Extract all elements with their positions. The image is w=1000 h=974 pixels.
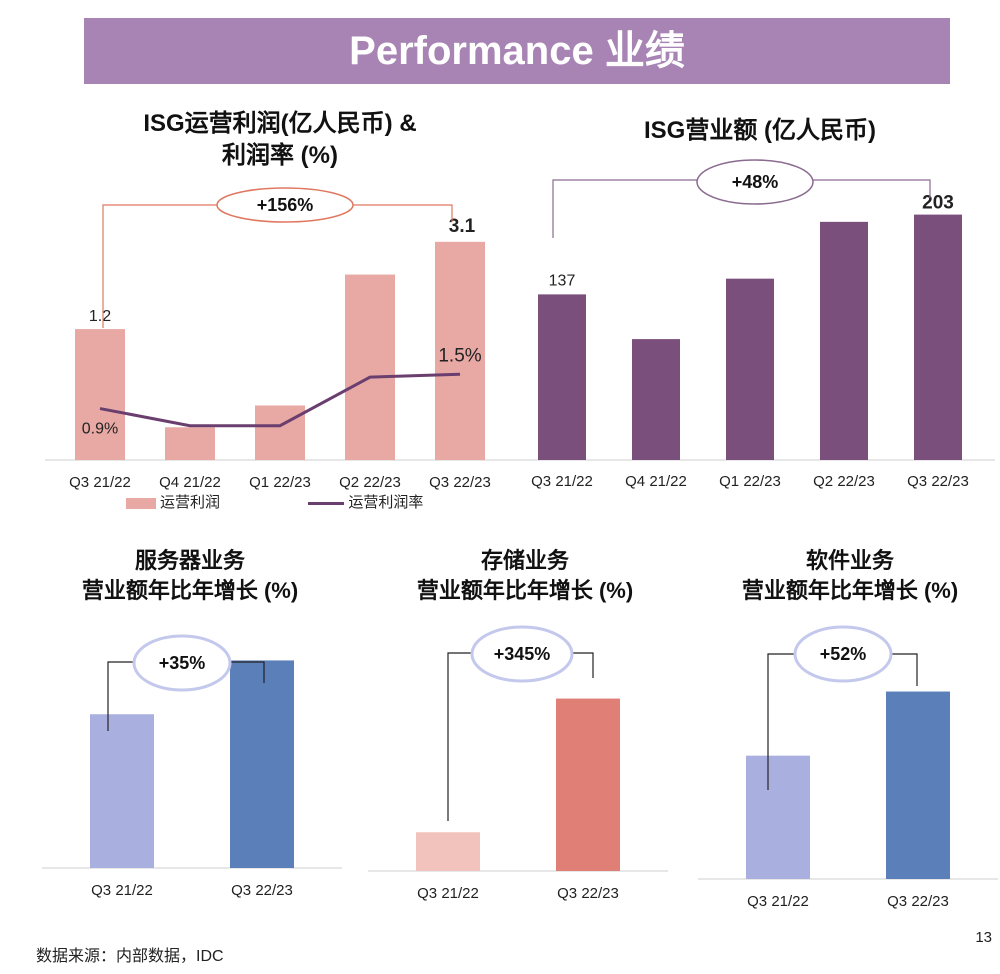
revenue-x-tick-2: Q4 21/22 bbox=[625, 473, 687, 490]
server-title-line-1: 服务器业务 bbox=[134, 548, 245, 573]
storage-bar-2 bbox=[556, 698, 620, 871]
profit-x-tick-5: Q3 22/23 bbox=[429, 474, 491, 491]
revenue-last-label: 203 bbox=[922, 193, 954, 214]
profit-pill bbox=[216, 187, 354, 223]
storage-pill-label: +345% bbox=[494, 644, 551, 664]
software-x-tick-1: Q3 21/22 bbox=[747, 893, 809, 910]
revenue-first-label: 137 bbox=[549, 272, 576, 289]
profit-bar-4 bbox=[345, 274, 395, 460]
storage-x-tick-1: Q3 21/22 bbox=[417, 885, 479, 902]
legend-label-margin: 运营利润率 bbox=[348, 494, 424, 511]
server-x-tick-2: Q3 22/23 bbox=[231, 882, 293, 899]
profit-last-bar-label: 3.1 bbox=[449, 216, 476, 237]
revenue-bar-4 bbox=[820, 221, 868, 460]
revenue-pill-label: +48% bbox=[732, 172, 779, 192]
profit-bracket bbox=[102, 204, 453, 328]
profit-bar-2 bbox=[165, 427, 215, 460]
legend-label-profit: 运营利润 bbox=[160, 494, 221, 511]
revenue-x-tick-1: Q3 21/22 bbox=[531, 473, 593, 490]
page-number: 13 bbox=[975, 929, 992, 946]
revenue-bar-3 bbox=[726, 278, 774, 460]
revenue-title-line-1: ISG营业额 (亿人民币) bbox=[644, 117, 876, 144]
software-pill-label: +52% bbox=[820, 644, 867, 664]
legend-swatch-margin bbox=[308, 501, 345, 505]
profit-x-tick-1: Q3 21/22 bbox=[69, 474, 131, 491]
profit-x-tick-3: Q1 22/23 bbox=[249, 474, 311, 491]
profit-title-line-1: ISG运营利润(亿人民币) & bbox=[143, 110, 417, 137]
revenue-x-tick-5: Q3 22/23 bbox=[907, 473, 969, 490]
server-pill bbox=[132, 634, 232, 692]
margin-first-label: 0.9% bbox=[82, 421, 118, 438]
software-title-line-2: 营业额年比年增长 (%) bbox=[741, 578, 959, 603]
profit-pill-label: +156% bbox=[257, 195, 314, 215]
margin-line bbox=[99, 372, 461, 428]
revenue-bar-2 bbox=[632, 339, 680, 460]
profit-bar-3 bbox=[255, 405, 305, 460]
revenue-chart-title: ISG营业额 (亿人民币) bbox=[520, 115, 1000, 147]
revenue-x-tick-4: Q2 22/23 bbox=[813, 473, 875, 490]
software-bar-1 bbox=[746, 755, 810, 879]
profit-x-tick-2: Q4 21/22 bbox=[159, 474, 221, 491]
storage-title-line-2: 营业额年比年增长 (%) bbox=[416, 578, 634, 603]
server-bar-1 bbox=[90, 714, 154, 868]
profit-legend: 运营利润 运营利润率 bbox=[126, 491, 423, 512]
profit-first-bar-label: 1.2 bbox=[89, 308, 111, 325]
legend-swatch-profit bbox=[126, 497, 156, 509]
software-bar-2 bbox=[886, 691, 950, 879]
software-chart-title: 软件业务 营业额年比年增长 (%) bbox=[700, 546, 1000, 606]
software-x-tick-2: Q3 22/23 bbox=[887, 893, 949, 910]
profit-chart-title: ISG运营利润(亿人民币) & 利润率 (%) bbox=[70, 108, 490, 172]
software-pill bbox=[793, 625, 893, 683]
server-pill-label: +35% bbox=[159, 653, 206, 673]
server-x-tick-1: Q3 21/22 bbox=[91, 882, 153, 899]
storage-bar-1 bbox=[416, 832, 480, 871]
profit-bar-1 bbox=[75, 329, 125, 460]
storage-x-tick-2: Q3 22/23 bbox=[557, 885, 619, 902]
software-title-line-1: 软件业务 bbox=[805, 548, 894, 573]
profit-x-tick-4: Q2 22/23 bbox=[339, 474, 401, 491]
server-title-line-2: 营业额年比年增长 (%) bbox=[81, 578, 299, 603]
profit-title-line-2: 利润率 (%) bbox=[222, 142, 338, 169]
revenue-x-tick-3: Q1 22/23 bbox=[719, 473, 781, 490]
margin-last-label: 1.5% bbox=[438, 345, 481, 366]
storage-pill bbox=[470, 625, 574, 683]
storage-title-line-1: 存储业务 bbox=[480, 548, 569, 573]
revenue-bar-1 bbox=[538, 294, 586, 460]
data-source-note: 数据来源：内部数据，IDC bbox=[36, 948, 224, 965]
server-bar-2 bbox=[230, 660, 294, 868]
storage-chart-title: 存储业务 营业额年比年增长 (%) bbox=[370, 546, 680, 606]
revenue-bar-5 bbox=[914, 214, 962, 460]
server-chart-title: 服务器业务 营业额年比年增长 (%) bbox=[40, 546, 340, 606]
page-banner: Performance 业绩 bbox=[84, 18, 950, 84]
profit-bar-5 bbox=[435, 241, 485, 460]
revenue-pill bbox=[696, 159, 814, 205]
